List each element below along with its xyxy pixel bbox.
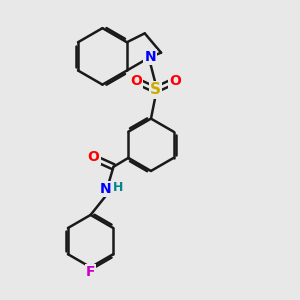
Text: H: H — [113, 181, 123, 194]
Text: O: O — [88, 150, 100, 164]
Text: N: N — [144, 50, 156, 64]
Text: O: O — [169, 74, 181, 88]
Text: S: S — [150, 82, 161, 97]
Text: O: O — [130, 74, 142, 88]
Text: N: N — [100, 182, 111, 196]
Text: F: F — [86, 265, 95, 279]
